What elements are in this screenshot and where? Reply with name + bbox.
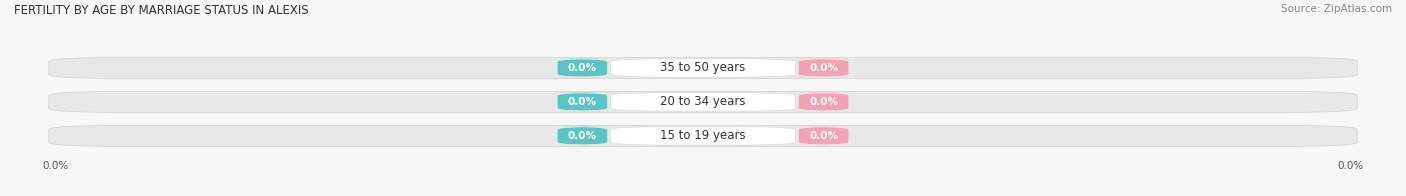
Text: 0.0%: 0.0% xyxy=(1337,161,1364,171)
FancyBboxPatch shape xyxy=(789,93,858,111)
FancyBboxPatch shape xyxy=(610,127,796,145)
Text: 0.0%: 0.0% xyxy=(568,131,598,141)
FancyBboxPatch shape xyxy=(789,127,858,145)
Text: 35 to 50 years: 35 to 50 years xyxy=(661,62,745,74)
FancyBboxPatch shape xyxy=(49,57,1357,78)
FancyBboxPatch shape xyxy=(610,93,796,111)
Text: 20 to 34 years: 20 to 34 years xyxy=(661,95,745,108)
FancyBboxPatch shape xyxy=(49,125,1357,146)
Text: 0.0%: 0.0% xyxy=(42,161,69,171)
FancyBboxPatch shape xyxy=(548,127,617,145)
Text: 0.0%: 0.0% xyxy=(568,63,598,73)
FancyBboxPatch shape xyxy=(548,59,617,77)
Text: 0.0%: 0.0% xyxy=(568,97,598,107)
FancyBboxPatch shape xyxy=(789,59,858,77)
Text: 0.0%: 0.0% xyxy=(808,63,838,73)
Text: 0.0%: 0.0% xyxy=(808,97,838,107)
Text: 15 to 19 years: 15 to 19 years xyxy=(661,129,745,142)
Text: 0.0%: 0.0% xyxy=(808,131,838,141)
Text: FERTILITY BY AGE BY MARRIAGE STATUS IN ALEXIS: FERTILITY BY AGE BY MARRIAGE STATUS IN A… xyxy=(14,4,309,17)
FancyBboxPatch shape xyxy=(610,59,796,77)
Text: Source: ZipAtlas.com: Source: ZipAtlas.com xyxy=(1281,4,1392,14)
FancyBboxPatch shape xyxy=(49,91,1357,113)
FancyBboxPatch shape xyxy=(548,93,617,111)
